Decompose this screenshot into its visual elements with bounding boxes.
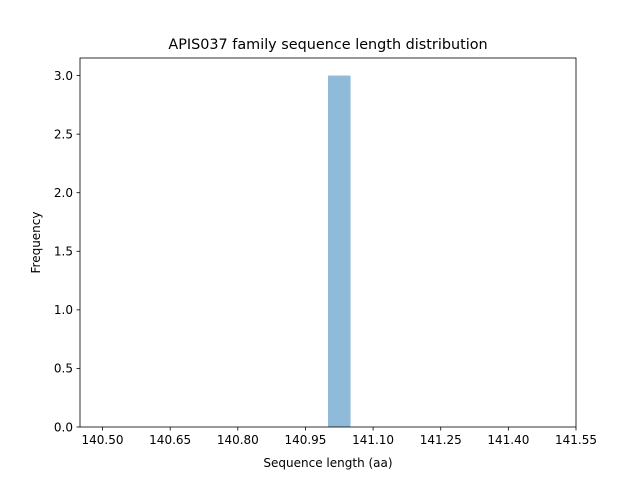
x-tick-label: 140.65	[149, 433, 191, 447]
x-tick-label: 140.95	[284, 433, 326, 447]
x-tick-label: 141.55	[555, 433, 597, 447]
x-tick-label: 141.25	[420, 433, 462, 447]
y-tick-label: 2.5	[54, 127, 73, 141]
y-tick-label: 0.5	[54, 362, 73, 376]
histogram-bar	[328, 75, 351, 428]
y-tick-label: 2.0	[54, 186, 73, 200]
x-axis-label: Sequence length (aa)	[263, 456, 392, 470]
y-tick-label: 1.5	[54, 245, 73, 259]
x-tick-label: 141.10	[352, 433, 394, 447]
x-axis-ticks: 140.50 140.65 140.80 140.95 141.10 141.25 141.…	[82, 427, 597, 447]
x-tick-label: 141.40	[487, 433, 529, 447]
y-tick-label: 0.0	[54, 420, 73, 434]
y-tick-label: 1.0	[54, 303, 73, 317]
x-tick-label: 140.80	[217, 433, 259, 447]
x-tick-label: 140.50	[82, 433, 124, 447]
plot-frame	[79, 57, 577, 428]
chart-title: APIS037 family sequence length distribut…	[168, 37, 487, 53]
y-axis-ticks: 0.0 0.5 1.0 1.5 2.0 2.5 3.0	[54, 69, 80, 434]
y-axis-label: Frequency	[29, 212, 43, 274]
bars-group	[328, 75, 351, 428]
y-tick-label: 3.0	[54, 69, 73, 83]
